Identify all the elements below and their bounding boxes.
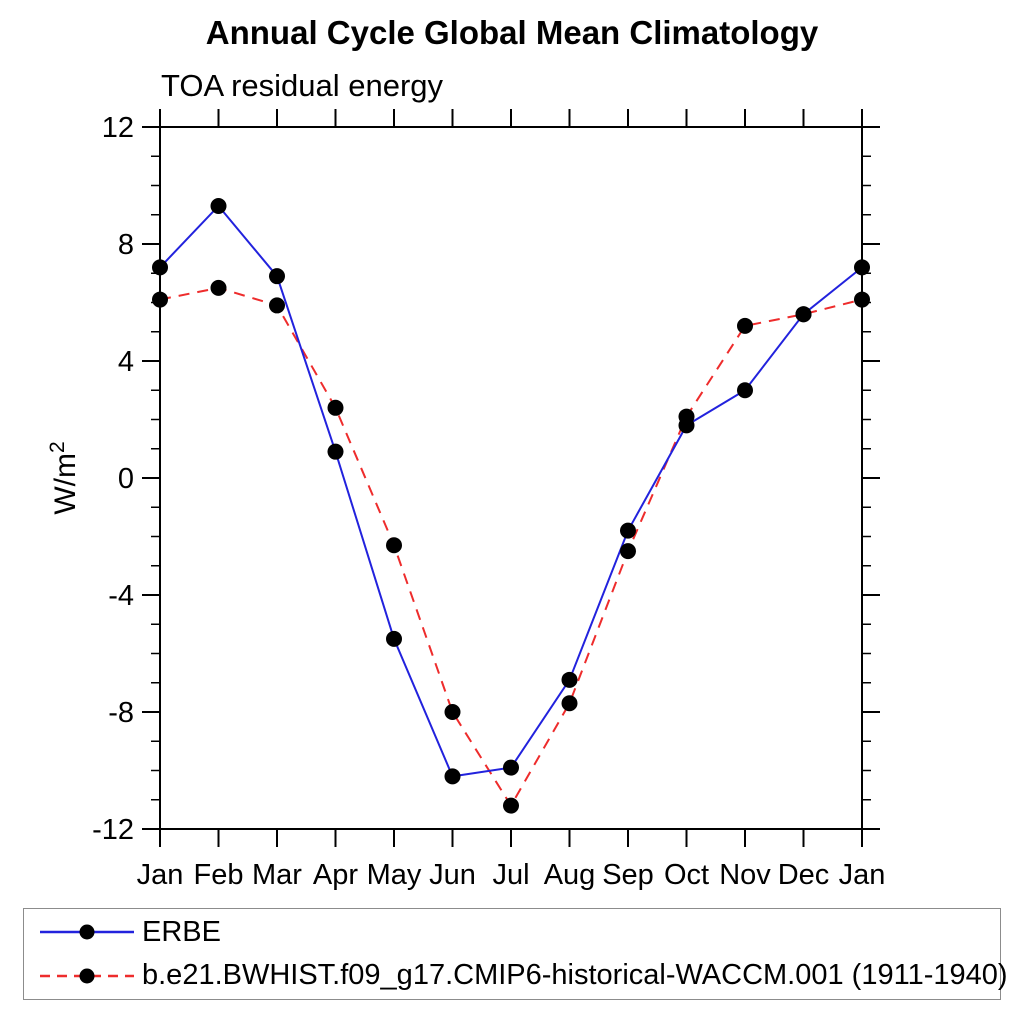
y-tick-label: 0 <box>118 463 134 495</box>
x-tick-label: Oct <box>664 859 709 891</box>
y-tick-label: 4 <box>118 346 134 378</box>
x-tick-label: Jan <box>137 859 184 891</box>
data-point-marker <box>269 268 285 285</box>
data-point-marker <box>620 522 636 539</box>
data-point-marker <box>152 291 168 308</box>
data-point-marker <box>737 382 753 399</box>
legend-label-erbe: ERBE <box>142 915 221 948</box>
series-line-model <box>159 286 863 808</box>
data-point-marker <box>210 197 227 214</box>
data-point-marker <box>386 537 402 554</box>
x-tick-label: Aug <box>544 859 596 891</box>
data-point-marker <box>795 306 812 323</box>
data-point-marker <box>620 543 636 560</box>
data-point-marker <box>152 259 168 276</box>
x-tick-label: Jun <box>429 859 476 891</box>
legend-item-model: b.e21.BWHIST.f09_g17.CMIP6-historical-WA… <box>37 956 1008 996</box>
x-tick-label: Mar <box>252 859 302 891</box>
plot-frame <box>159 126 863 830</box>
chart-subtitle: TOA residual energy <box>161 68 444 103</box>
data-point-marker <box>269 297 285 314</box>
y-tick-label: -12 <box>92 814 134 846</box>
x-tick-label: Apr <box>313 859 358 891</box>
data-point-marker <box>561 671 578 688</box>
x-tick-label: Nov <box>719 859 771 891</box>
x-tick-label: May <box>367 859 422 891</box>
legend-label-model: b.e21.BWHIST.f09_g17.CMIP6-historical-WA… <box>142 959 1008 992</box>
data-point-marker <box>444 704 461 720</box>
data-point-marker <box>444 768 461 785</box>
legend: ERBE b.e21.BWHIST.f09_g17.CMIP6-historic… <box>23 908 1008 1000</box>
legend-swatch-marker <box>79 968 95 984</box>
series-line-erbe <box>159 204 863 778</box>
x-tick-label: Dec <box>778 859 830 891</box>
data-point-marker <box>386 630 402 647</box>
y-tick-label: -4 <box>108 580 134 612</box>
x-tick-label: Jul <box>492 859 529 891</box>
legend-item-erbe: ERBE <box>37 912 1000 952</box>
data-point-marker <box>678 408 695 425</box>
data-point-marker <box>503 797 519 814</box>
legend-swatch-model-line <box>40 968 134 984</box>
legend-swatch-erbe-line <box>40 924 134 940</box>
data-point-marker <box>561 695 578 712</box>
data-point-marker <box>503 759 519 776</box>
x-tick-label: Feb <box>194 859 244 891</box>
data-point-marker <box>327 399 344 416</box>
chart-title: Annual Cycle Global Mean Climatology <box>205 14 819 51</box>
legend-swatch-marker <box>79 924 95 940</box>
x-tick-label: Jan <box>839 859 886 891</box>
y-tick-label: 8 <box>118 229 134 261</box>
data-point-marker <box>210 279 227 296</box>
y-axis-title: W/m2 <box>46 441 82 514</box>
x-tick-label: Sep <box>602 859 654 891</box>
y-tick-label: -8 <box>108 697 134 729</box>
data-point-marker <box>327 443 344 460</box>
data-point-marker <box>854 259 870 276</box>
y-tick-label: 12 <box>102 112 134 144</box>
data-point-marker <box>737 317 753 334</box>
data-point-marker <box>854 291 870 308</box>
